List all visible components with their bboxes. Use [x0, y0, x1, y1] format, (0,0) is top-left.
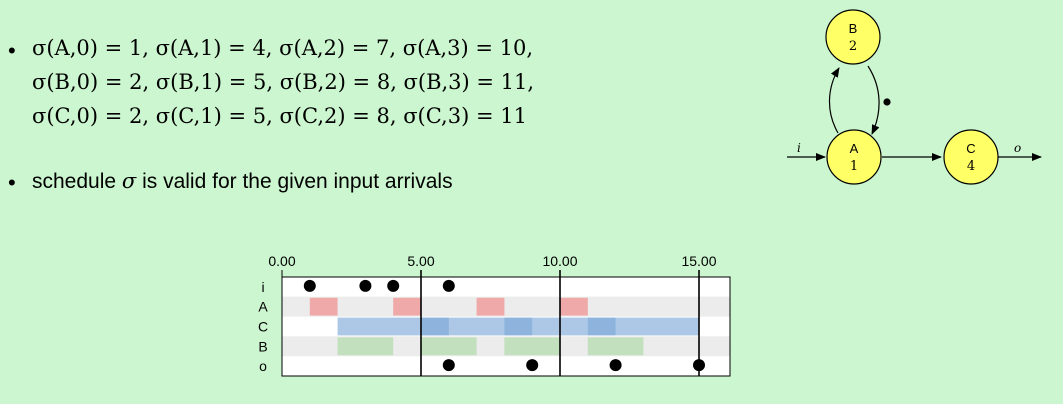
- gantt-row-label-i: i: [261, 279, 264, 295]
- node-a-time: 1: [850, 159, 858, 174]
- firing-B-0: [337, 337, 394, 356]
- bullet-2: •: [8, 170, 16, 195]
- edge-b-to-a: [867, 65, 880, 135]
- firing-A-3: [560, 297, 588, 316]
- node-b: B 2: [825, 9, 881, 65]
- firing-A-0: [309, 297, 338, 316]
- gantt-row-label-A: A: [258, 299, 268, 315]
- firing-B-3: [587, 337, 644, 356]
- node-a-circle: [826, 129, 882, 185]
- x-tick-label-0: 0.00: [268, 253, 295, 269]
- node-c-name: C: [966, 141, 975, 156]
- node-a-name: A: [850, 141, 859, 156]
- node-a: A 1: [826, 129, 882, 185]
- output-token-3: [693, 359, 705, 372]
- validity-statement: schedule σ is valid for the given input …: [32, 169, 453, 194]
- schedule-line-c: σ(C,0) = 2, σ(C,1) = 5, σ(C,2) = 8, σ(C,…: [32, 104, 527, 128]
- firing-A-1: [393, 297, 421, 316]
- output-token-2: [609, 359, 622, 372]
- firing-B-1: [421, 337, 477, 356]
- output-token-1: [526, 359, 539, 372]
- validity-prefix: schedule: [32, 170, 122, 193]
- gantt-row-bg-o: [282, 356, 730, 376]
- edge-a-to-b: [828, 67, 840, 134]
- gantt-frame: [281, 276, 731, 377]
- node-b-name: B: [849, 21, 858, 36]
- firing-C-3: [587, 317, 699, 336]
- input-token-2: [387, 279, 400, 292]
- output-label: o: [1014, 141, 1021, 155]
- validity-sigma: σ: [121, 169, 137, 193]
- x-tick-label-15: 15.00: [681, 253, 716, 269]
- input-token-0: [303, 279, 316, 292]
- gantt-row-label-B: B: [258, 338, 267, 354]
- input-token-1: [359, 279, 372, 292]
- input-token-3: [442, 279, 455, 292]
- dataflow-graph: i o B 2 A 1 C 4: [787, 9, 1042, 185]
- schedule-line-a: σ(A,0) = 1, σ(A,1) = 4, σ(A,2) = 7, σ(A,…: [32, 36, 534, 60]
- node-b-circle: [825, 9, 881, 65]
- schedule-line-b: σ(B,0) = 2, σ(B,1) = 5, σ(B,2) = 8, σ(B,…: [32, 70, 535, 94]
- gantt-row-label-o: o: [259, 358, 267, 374]
- node-c-circle: [943, 129, 999, 185]
- initial-token: [883, 98, 891, 106]
- gantt-row-label-C: C: [258, 319, 268, 335]
- x-tick-label-10: 10.00: [542, 253, 577, 269]
- node-b-time: 2: [849, 39, 857, 54]
- output-token-0: [442, 359, 455, 372]
- gantt-row-bg-i: [282, 277, 730, 297]
- x-tick-label-5: 5.00: [407, 253, 434, 269]
- firing-A-2: [476, 297, 505, 316]
- node-c: C 4: [943, 129, 999, 185]
- gantt-row-bg-A: [282, 296, 730, 317]
- validity-suffix: is valid for the given input arrivals: [136, 170, 453, 193]
- node-c-time: 4: [967, 159, 975, 174]
- bullet-1: •: [8, 38, 16, 63]
- firing-B-2: [504, 337, 560, 356]
- input-label: i: [797, 141, 801, 155]
